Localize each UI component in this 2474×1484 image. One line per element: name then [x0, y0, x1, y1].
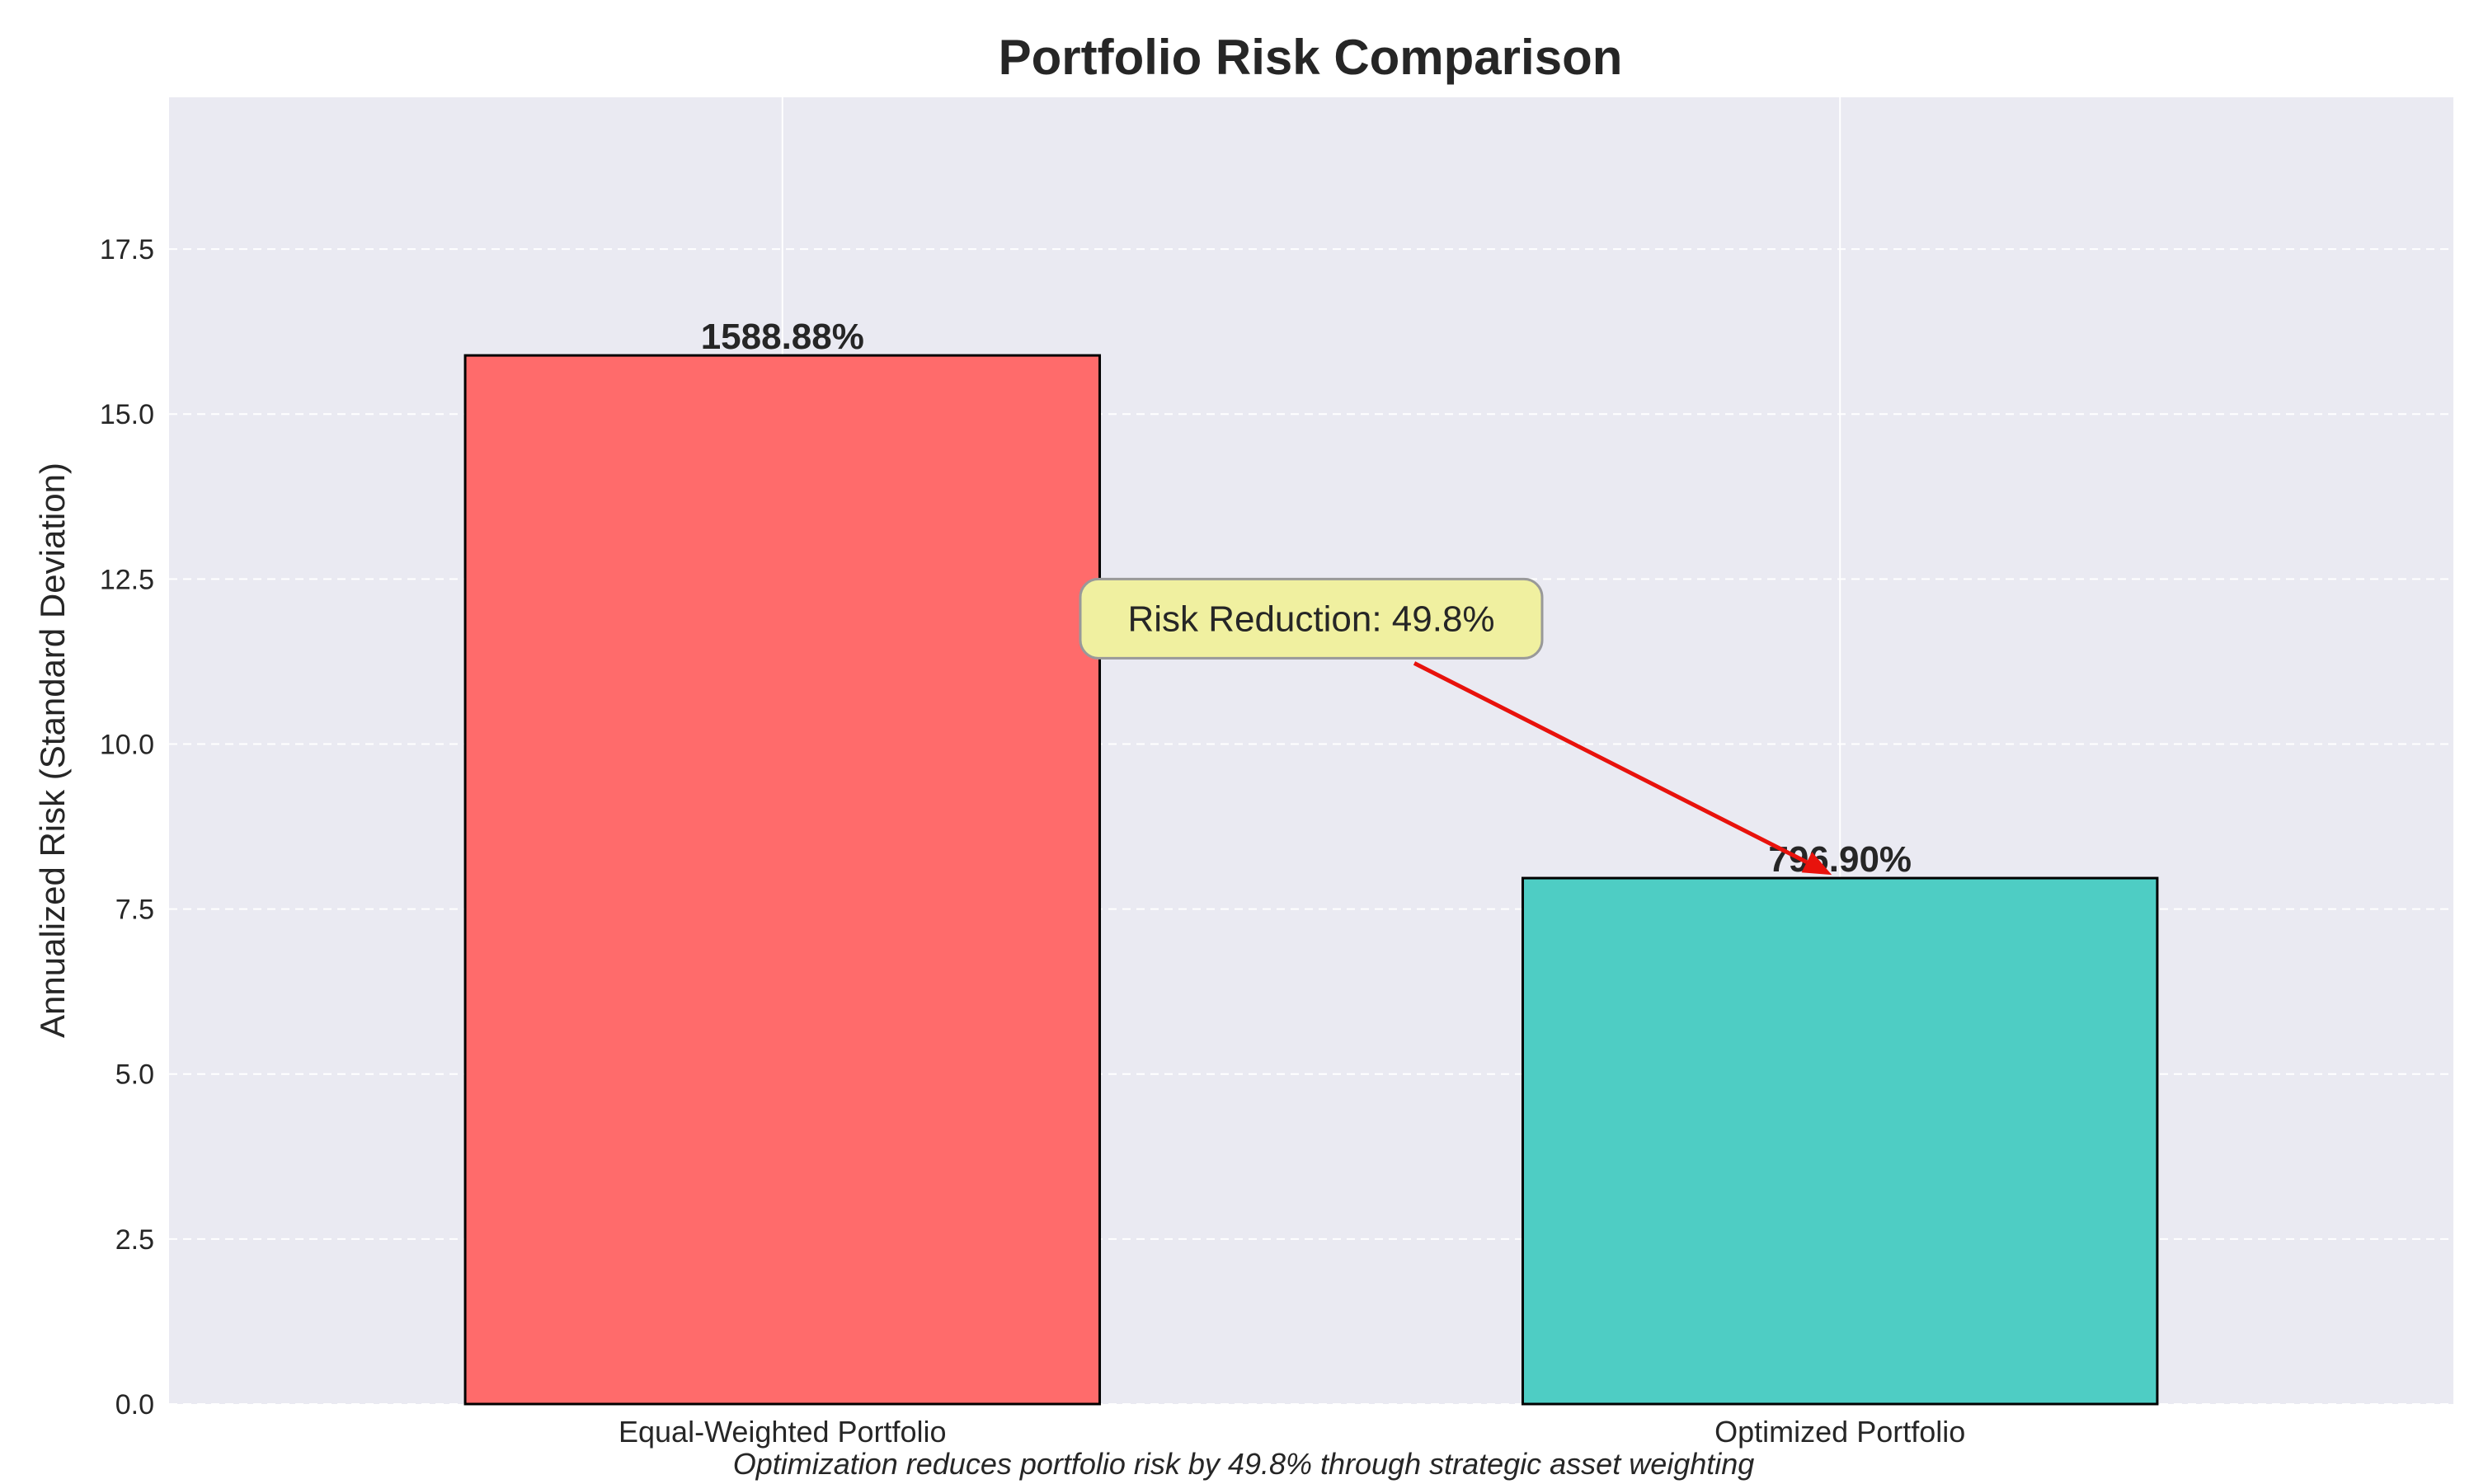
y-tick-label: 2.5	[115, 1224, 154, 1256]
y-tick-label: 15.0	[100, 399, 154, 430]
y-tick-label: 10.0	[100, 729, 154, 760]
y-tick-label: 5.0	[115, 1059, 154, 1091]
chart-caption: Optimization reduces portfolio risk by 4…	[733, 1447, 1755, 1481]
data-label: 796.90%	[1768, 839, 1912, 880]
annotation-text: Risk Reduction: 49.8%	[1127, 599, 1494, 639]
bars	[463, 354, 2159, 1406]
x-tick-label: Equal-Weighted Portfolio	[618, 1415, 947, 1449]
bar	[463, 354, 1102, 1406]
x-tick-label: Optimized Portfolio	[1714, 1415, 1965, 1449]
y-axis-label: Annualized Risk (Standard Deviation)	[33, 463, 72, 1038]
annotation-arrowhead	[1801, 852, 1832, 876]
annotation: Risk Reduction: 49.8%	[1079, 577, 1832, 876]
data-labels: 1588.88% 796.90%	[701, 317, 1912, 880]
y-tick-label: 7.5	[115, 895, 154, 926]
y-axis-ticks: 0.0 2.5 5.0 7.5 10.0 12.5 15.0 17.5	[100, 234, 154, 1421]
chart-title: Portfolio Risk Comparison	[999, 30, 1623, 85]
y-tick-label: 17.5	[100, 234, 154, 265]
x-axis-ticks: Equal-Weighted Portfolio Optimized Portfo…	[618, 1415, 1965, 1449]
data-label: 1588.88%	[701, 317, 864, 357]
annotation-box	[1079, 577, 1544, 660]
annotation-arrow	[1413, 661, 1808, 864]
bar	[1521, 876, 2159, 1406]
y-tick-label: 0.0	[115, 1389, 154, 1421]
y-tick-label: 12.5	[100, 564, 154, 595]
